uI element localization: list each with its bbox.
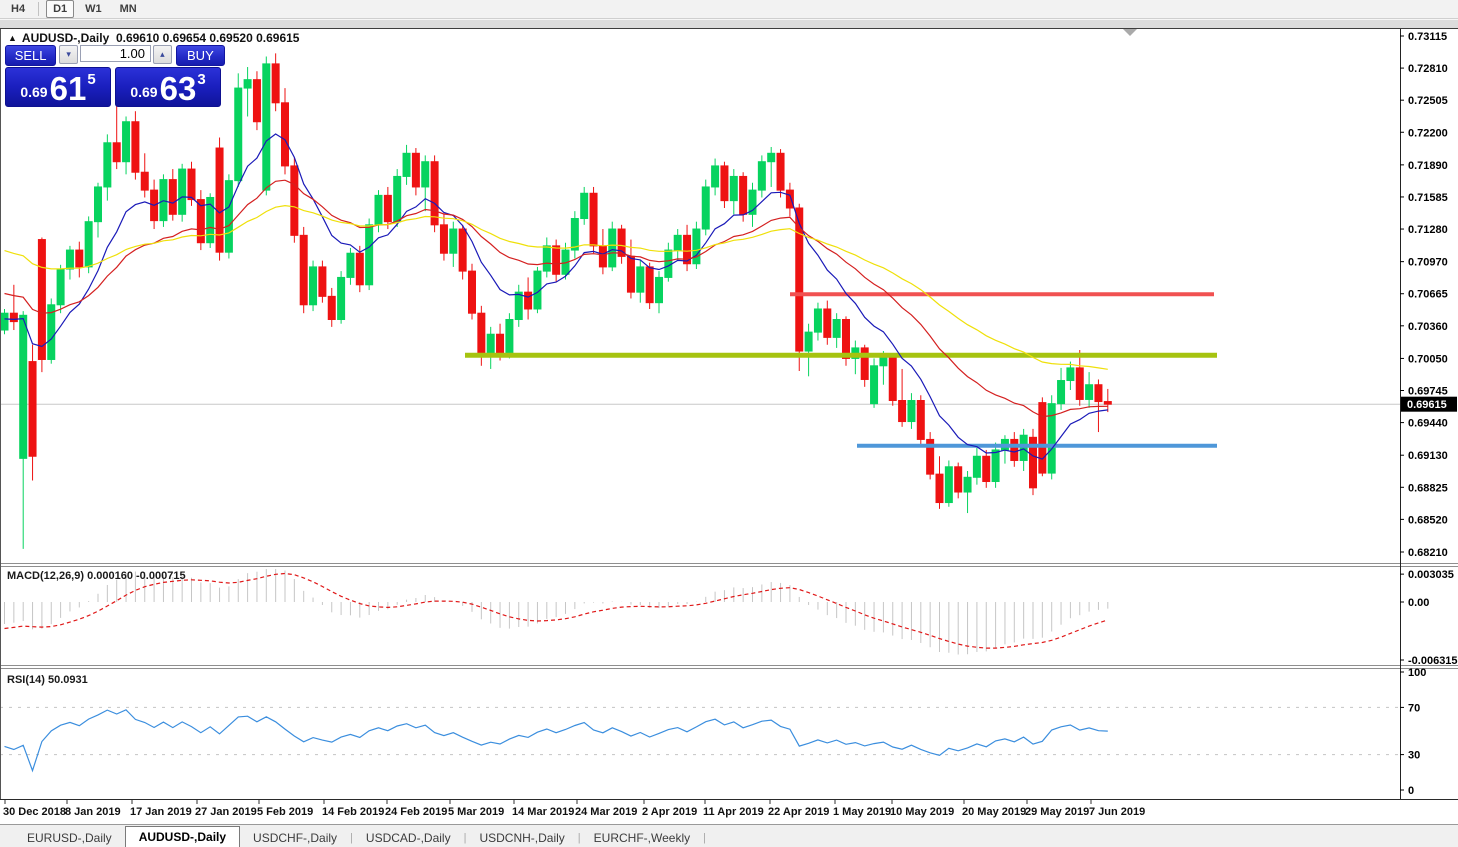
- chart-tab-bar: EURUSD-,Daily AUDUSD-,Daily USDCHF-,Daily |…: [0, 824, 1458, 847]
- svg-text:5 Mar 2019: 5 Mar 2019: [448, 806, 504, 818]
- svg-text:24 Mar 2019: 24 Mar 2019: [575, 806, 637, 818]
- svg-text:14 Feb 2019: 14 Feb 2019: [322, 806, 384, 818]
- one-click-trading-panel: SELL ▾ ▴ BUY 0.69 61 5 0.69 63 3: [5, 45, 226, 107]
- svg-text:0.73115: 0.73115: [1408, 31, 1447, 43]
- sell-button[interactable]: SELL: [5, 45, 57, 66]
- svg-text:0.71585: 0.71585: [1408, 192, 1448, 204]
- timeframe-button-mn[interactable]: MN: [119, 3, 137, 15]
- svg-text:0.69130: 0.69130: [1408, 450, 1448, 462]
- svg-text:0.72200: 0.72200: [1408, 127, 1448, 139]
- volume-decrease-button[interactable]: ▾: [59, 45, 78, 64]
- svg-text:10 May 2019: 10 May 2019: [890, 806, 954, 818]
- chart-scrollbar[interactable]: [0, 19, 1458, 29]
- svg-text:0: 0: [1408, 785, 1414, 797]
- svg-text:70: 70: [1408, 702, 1420, 714]
- svg-text:24 Feb 2019: 24 Feb 2019: [385, 806, 447, 818]
- svg-text:5 Feb 2019: 5 Feb 2019: [257, 806, 313, 818]
- sell-price-sup: 5: [87, 71, 96, 88]
- svg-text:0.71280: 0.71280: [1408, 224, 1448, 236]
- svg-text:1 May 2019: 1 May 2019: [833, 806, 891, 818]
- ma-medium-red: [4, 179, 1108, 418]
- buy-price-sup: 3: [197, 71, 206, 88]
- buy-price-prefix: 0.69: [130, 84, 158, 100]
- svg-text:30 Dec 2018: 30 Dec 2018: [3, 806, 66, 818]
- svg-text:0.71890: 0.71890: [1408, 160, 1448, 172]
- volume-input[interactable]: [80, 45, 151, 62]
- svg-text:0.70050: 0.70050: [1408, 353, 1448, 365]
- svg-text:0.69745: 0.69745: [1408, 386, 1448, 398]
- buy-price-big: 63: [159, 70, 197, 107]
- chart-ohlc-values: 0.69610 0.69654 0.69520 0.69615: [115, 31, 300, 45]
- chart-tab-audusd[interactable]: AUDUSD-,Daily: [124, 826, 241, 847]
- svg-text:29 May 2019: 29 May 2019: [1025, 806, 1089, 818]
- chart-shift-triangle-icon[interactable]: [1123, 29, 1137, 36]
- svg-text:22 Apr 2019: 22 Apr 2019: [768, 806, 829, 818]
- timeframe-button-w1[interactable]: W1: [85, 3, 102, 15]
- sell-price-prefix: 0.69: [20, 84, 48, 100]
- chart-tab-eurchf[interactable]: EURCHF-,Weekly: [593, 831, 691, 845]
- macd-indicator-label: MACD(12,26,9) 0.000160 -0.000715: [7, 570, 186, 582]
- svg-text:11 Apr 2019: 11 Apr 2019: [703, 806, 764, 818]
- chart-tab-eurusd[interactable]: EURUSD-,Daily: [27, 831, 112, 845]
- buy-button[interactable]: BUY: [175, 45, 226, 66]
- date-axis-labels: 30 Dec 2018 8 Jan 2019 17 Jan 2019 27 Jan 2…: [3, 800, 1145, 818]
- price-axis-labels: 0.73115 0.72810 0.72505 0.72200 0.71890 0.715…: [1400, 31, 1448, 559]
- svg-text:0.72810: 0.72810: [1408, 63, 1448, 75]
- tab-divider: |: [703, 832, 706, 844]
- svg-text:20 May 2019: 20 May 2019: [962, 806, 1026, 818]
- svg-text:2 Apr 2019: 2 Apr 2019: [642, 806, 697, 818]
- chart-title: ▲ AUDUSD-,Daily 0.69610 0.69654 0.69520 0…: [8, 31, 299, 45]
- current-price-badge-text: 0.69615: [1407, 399, 1447, 411]
- rsi-line: [4, 709, 1108, 773]
- timeframe-button-d1[interactable]: D1: [46, 0, 75, 18]
- svg-text:0.68210: 0.68210: [1408, 547, 1448, 559]
- svg-text:7 Jun 2019: 7 Jun 2019: [1089, 806, 1145, 818]
- svg-text:0.68825: 0.68825: [1408, 482, 1448, 494]
- toolbar-separator: [38, 2, 40, 16]
- macd-axis-labels: 0.003035 0.00 -0.006315: [1400, 569, 1458, 667]
- svg-text:0.68520: 0.68520: [1408, 514, 1448, 526]
- chart-tab-usdcnh[interactable]: USDCNH-,Daily: [479, 831, 565, 845]
- svg-text:0.72505: 0.72505: [1408, 95, 1448, 107]
- current-price-badge: [1401, 396, 1457, 412]
- tab-divider: |: [577, 832, 581, 844]
- svg-text:100: 100: [1408, 667, 1426, 679]
- ma-fast-blue: [4, 133, 1108, 460]
- rsi-axis-labels: 100 70 30 0: [1400, 667, 1426, 797]
- svg-text:30: 30: [1408, 750, 1420, 762]
- symbol-triangle-icon: ▲: [8, 33, 17, 43]
- chart-tab-usdcad[interactable]: USDCAD-,Daily: [365, 831, 451, 845]
- tab-divider: |: [463, 832, 467, 844]
- svg-text:8 Jan 2019: 8 Jan 2019: [65, 806, 121, 818]
- chart-symbol-label: AUDUSD-,Daily: [21, 31, 110, 45]
- trade-panel-controls: SELL ▾ ▴ BUY: [5, 45, 226, 66]
- macd-histogram: [4, 569, 1109, 655]
- svg-text:0.69440: 0.69440: [1408, 418, 1448, 430]
- pane-borders: [0, 27, 1458, 800]
- svg-text:17 Jan 2019: 17 Jan 2019: [130, 806, 192, 818]
- svg-text:0.00: 0.00: [1408, 597, 1429, 609]
- timeframe-toolbar: H4 D1 W1 MN: [0, 0, 1458, 19]
- timeframe-button-h4[interactable]: H4: [11, 3, 26, 15]
- svg-text:0.70360: 0.70360: [1408, 321, 1448, 333]
- svg-text:0.003035: 0.003035: [1408, 569, 1454, 581]
- svg-text:-0.006315: -0.006315: [1408, 655, 1458, 667]
- buy-price-display[interactable]: 0.69 63 3: [115, 67, 221, 107]
- ma-slow-yellow: [4, 204, 1108, 370]
- volume-increase-button[interactable]: ▴: [153, 45, 172, 64]
- svg-text:0.70665: 0.70665: [1408, 289, 1448, 301]
- rsi-indicator-label: RSI(14) 50.0931: [7, 674, 88, 686]
- sell-price-big: 61: [49, 70, 87, 107]
- candles-layer: [1, 53, 1112, 549]
- sell-price-display[interactable]: 0.69 61 5: [5, 67, 111, 107]
- svg-text:27 Jan 2019: 27 Jan 2019: [195, 806, 257, 818]
- svg-text:14 Mar 2019: 14 Mar 2019: [512, 806, 574, 818]
- trade-panel-prices: 0.69 61 5 0.69 63 3: [5, 67, 225, 107]
- svg-text:0.70970: 0.70970: [1408, 257, 1448, 269]
- tab-divider: |: [350, 832, 353, 844]
- chart-tab-usdchf[interactable]: USDCHF-,Daily: [253, 831, 338, 845]
